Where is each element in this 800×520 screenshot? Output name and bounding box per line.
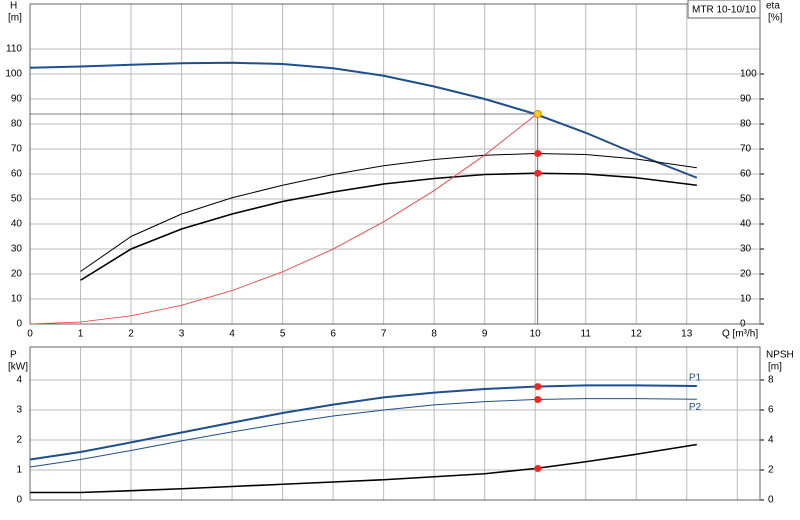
y-axis-label: H — [10, 1, 17, 12]
y-tick-label: 100 — [5, 69, 22, 80]
y-axis-unit: [kW] — [8, 362, 28, 373]
y2-tick-label: 60 — [740, 169, 752, 180]
x-tick-label: 13 — [681, 329, 693, 340]
curve — [30, 443, 697, 494]
y-tick-label: 20 — [11, 269, 23, 280]
x-tick-label: 6 — [330, 329, 336, 340]
y2-tick-label: 0 — [768, 495, 774, 506]
operating-point — [534, 383, 542, 391]
x-tick-label: 10 — [530, 329, 542, 340]
y2-tick-label: 4 — [768, 435, 774, 446]
y-tick-label: 3 — [16, 405, 22, 416]
x-tick-label: 4 — [229, 329, 235, 340]
y-tick-label: 70 — [11, 144, 23, 155]
title-box — [687, 0, 761, 19]
y2-tick-label: 10 — [740, 294, 752, 305]
x-tick-label: 3 — [179, 329, 185, 340]
plot-frame — [29, 346, 761, 501]
x-tick-label: 9 — [482, 329, 488, 340]
y2-tick-label: 90 — [740, 94, 752, 105]
y2-axis-unit: [m] — [768, 362, 782, 373]
x-tick-label: 5 — [280, 329, 286, 340]
y-tick-label: 110 — [6, 44, 22, 55]
curve — [29, 398, 697, 468]
y2-tick-label: 100 — [740, 69, 757, 80]
plot-frame — [29, 3, 761, 325]
y-tick-label: 30 — [11, 244, 23, 255]
operating-point — [534, 465, 542, 472]
x-tick-label: 1 — [78, 329, 84, 340]
x-tick-label: 0 — [27, 329, 33, 340]
x-tick-label: 12 — [631, 329, 643, 340]
legend-label: P1 — [689, 373, 702, 384]
y2-tick-label: 50 — [740, 194, 752, 205]
curve — [80, 172, 697, 281]
y-tick-label: 80 — [11, 119, 23, 130]
operating-point — [534, 150, 542, 157]
y2-tick-label: 30 — [740, 244, 752, 255]
y-tick-label: 10 — [11, 294, 23, 305]
y2-axis-unit: [%] — [768, 13, 783, 24]
y2-axis-label: NPSH — [766, 350, 794, 361]
y2-axis-label: eta — [766, 1, 780, 12]
x-tick-label: 8 — [431, 329, 437, 340]
operating-point — [534, 169, 542, 177]
operating-point — [533, 110, 542, 118]
y-tick-label: 0 — [16, 495, 22, 506]
chart-title: MTR 10-10/10 — [692, 5, 756, 16]
curve — [80, 152, 697, 272]
y-axis-unit: [m] — [8, 13, 22, 24]
y-tick-label: 60 — [11, 169, 23, 180]
y-tick-label: 4 — [16, 375, 22, 386]
curve — [29, 384, 697, 461]
y2-tick-label: 40 — [740, 219, 752, 230]
curve — [29, 114, 536, 325]
y-tick-label: 40 — [11, 219, 23, 230]
y-tick-label: 2 — [16, 435, 22, 446]
y2-tick-label: 2 — [768, 465, 774, 476]
y-tick-label: 1 — [16, 465, 22, 476]
y-tick-label: 0 — [16, 319, 22, 330]
y-axis-label: P — [10, 350, 17, 361]
x-axis-label: Q [m³/h] — [722, 329, 758, 340]
y2-tick-label: 8 — [768, 375, 774, 386]
x-tick-label: 11 — [581, 329, 592, 340]
y2-tick-label: 70 — [740, 144, 752, 155]
y2-tick-label: 20 — [740, 269, 752, 280]
y2-tick-label: 80 — [740, 119, 752, 130]
legend-label: P2 — [689, 402, 702, 413]
x-tick-label: 7 — [381, 329, 387, 340]
y-tick-label: 90 — [11, 94, 23, 105]
x-tick-label: 2 — [128, 329, 134, 340]
y2-tick-label: 6 — [768, 405, 774, 416]
curve — [29, 61, 698, 179]
y-tick-label: 50 — [11, 194, 23, 205]
operating-point — [534, 396, 542, 403]
